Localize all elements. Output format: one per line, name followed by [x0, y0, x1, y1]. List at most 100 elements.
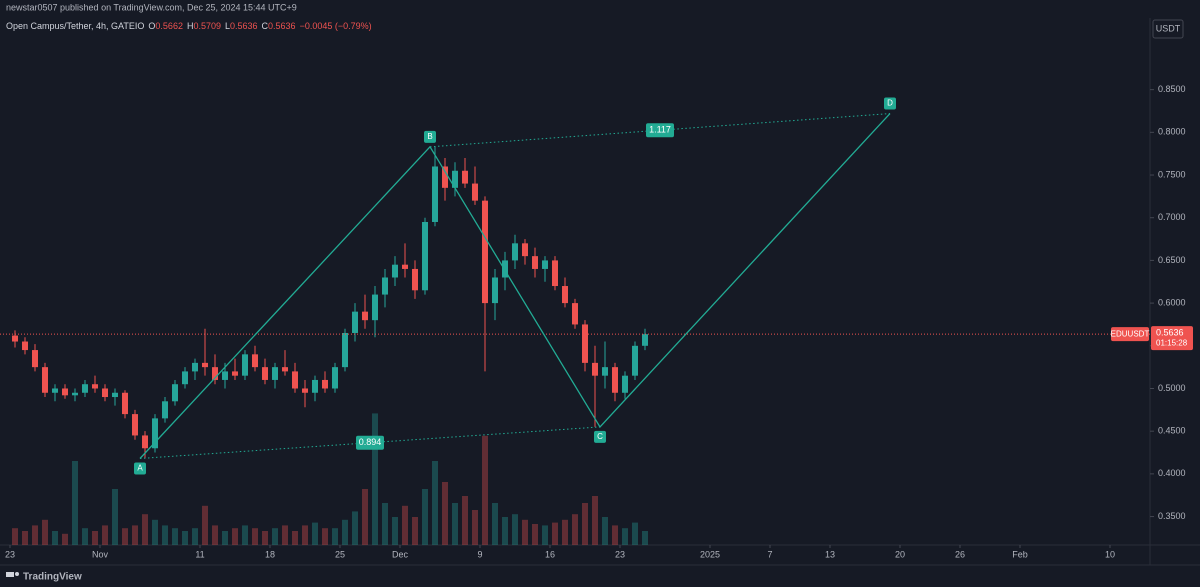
candle-body — [252, 354, 258, 368]
ohlc-value: 0.5709 — [193, 21, 221, 31]
countdown-label: 01:15:28 — [1156, 338, 1188, 347]
volume-bar — [452, 503, 458, 545]
candle-body — [112, 392, 118, 398]
volume-bar — [242, 525, 248, 545]
ratio-line — [429, 113, 891, 148]
candle-body — [292, 371, 298, 389]
x-tick-label: 16 — [545, 549, 555, 559]
candle-body — [632, 345, 638, 376]
volume-bar — [82, 528, 88, 545]
ratio-box — [356, 435, 384, 450]
price-change: −0.0045 (−0.79%) — [300, 21, 372, 31]
symbol-line: Open Campus/Tether, 4h, GATEIO O0.5662 H0.… — [6, 21, 372, 31]
volume-bar — [262, 531, 268, 545]
x-tick-label: 11 — [195, 549, 204, 559]
volume-bar — [292, 531, 298, 545]
volume-bar — [142, 514, 148, 545]
candle-body — [542, 260, 548, 269]
candle-body — [22, 341, 28, 351]
ticker-tag — [1111, 327, 1149, 342]
ticker-label: EDUUSDT — [1111, 329, 1150, 338]
volume-bar — [382, 503, 388, 545]
candle-body — [402, 264, 408, 269]
x-tick-label: Feb — [1012, 549, 1028, 559]
y-tick-label: 0.7000 — [1158, 212, 1186, 222]
candle-body — [182, 371, 188, 385]
candle-body — [502, 260, 508, 278]
candle-body — [362, 311, 368, 321]
candle-body — [422, 221, 428, 291]
candle-body — [602, 367, 608, 376]
ratio-line — [139, 426, 601, 460]
volume-bar — [542, 525, 548, 545]
logo-mark — [15, 572, 19, 576]
y-tick-label: 0.4500 — [1158, 426, 1186, 436]
point-label: D — [887, 99, 893, 108]
volume-bar — [392, 517, 398, 545]
x-tick-label: Dec — [392, 549, 409, 559]
candle-body — [462, 170, 468, 184]
point-box — [884, 97, 896, 110]
plot-area — [0, 146, 1150, 545]
volume-bar — [72, 461, 78, 545]
volume-bar — [322, 528, 328, 545]
volume-bar — [522, 519, 528, 545]
volume-bar — [592, 496, 598, 545]
y-tick-label: 0.7500 — [1158, 169, 1186, 179]
volume-bar — [632, 522, 638, 545]
candle-body — [272, 367, 278, 380]
candle-body — [592, 362, 598, 376]
volume-bar — [252, 528, 258, 545]
candle-body — [352, 311, 358, 333]
x-tick-label: 7 — [767, 549, 772, 559]
candle-body — [172, 384, 178, 402]
candle-body — [72, 392, 78, 396]
currency-label: USDT — [1156, 23, 1181, 33]
y-tick-label: 0.8000 — [1158, 127, 1186, 137]
candle-body — [512, 243, 518, 261]
candle-body — [332, 367, 338, 389]
volume-bar — [362, 489, 368, 545]
volume-bar — [282, 525, 288, 545]
candle-body — [532, 256, 538, 269]
candle-body — [322, 379, 328, 389]
point-box — [594, 430, 606, 443]
candle-body — [162, 401, 168, 419]
candle-body — [142, 435, 148, 449]
price-tag — [1151, 326, 1193, 351]
candle-body — [392, 264, 398, 278]
candle-body — [442, 166, 448, 188]
logo-mark — [6, 572, 14, 577]
x-tick-label: Nov — [92, 549, 109, 559]
ratio-label: 1.117 — [649, 125, 671, 135]
volume-bar — [602, 517, 608, 545]
volume-bar — [222, 531, 228, 545]
point-label: A — [137, 464, 143, 473]
x-tick-label: 23 — [5, 549, 15, 559]
candle-body — [302, 388, 308, 393]
ohlc-key: H — [187, 21, 194, 31]
volume-bar — [422, 489, 428, 545]
candle-body — [642, 334, 648, 346]
candle-body — [572, 303, 578, 325]
volume-bar — [492, 503, 498, 545]
candle-body — [312, 379, 318, 393]
x-tick-label: 13 — [825, 549, 835, 559]
candle-body — [222, 371, 228, 380]
candle-body — [52, 388, 58, 393]
volume-bar — [92, 531, 98, 545]
volume-bar — [642, 531, 648, 545]
candle-body — [12, 335, 18, 342]
candle-body — [132, 414, 138, 436]
candle-body — [342, 332, 348, 368]
candle-body — [212, 367, 218, 380]
volume-bar — [332, 528, 338, 545]
x-tick-label: 2025 — [700, 549, 720, 559]
volume-bar — [552, 522, 558, 545]
volume-bar — [402, 505, 408, 545]
volume-bar — [432, 461, 438, 545]
candle-body — [32, 350, 38, 368]
x-tick-label: 18 — [265, 549, 275, 559]
